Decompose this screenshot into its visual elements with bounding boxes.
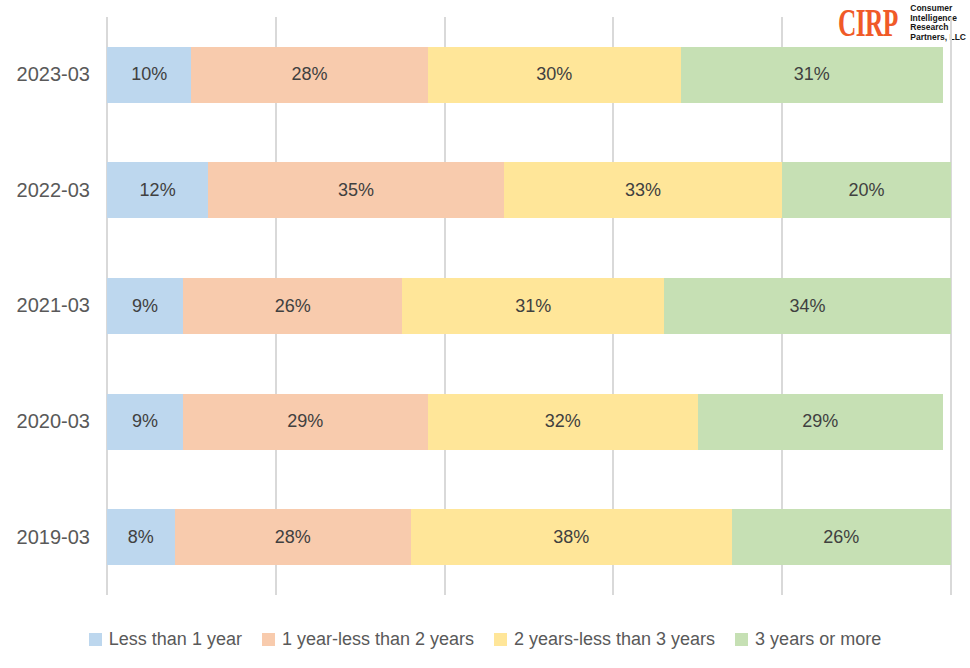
- bar-segment: 28%: [191, 47, 427, 103]
- data-label: 31%: [515, 296, 551, 317]
- legend-item: 3 years or more: [735, 629, 881, 650]
- category-label: 2023-03: [0, 17, 90, 133]
- data-label: 32%: [545, 411, 581, 432]
- legend-item: 2 years-less than 3 years: [494, 629, 715, 650]
- legend-swatch: [494, 633, 507, 646]
- legend-swatch: [262, 633, 275, 646]
- bar-segment: 12%: [107, 162, 208, 218]
- bar-segment: 31%: [681, 47, 943, 103]
- data-label: 30%: [536, 64, 572, 85]
- bar-segment: 8%: [107, 509, 175, 565]
- bar-row-2023-03: 10% 28% 30% 31%: [107, 47, 951, 103]
- bar-segment: 20%: [782, 162, 951, 218]
- legend-label: 1 year-less than 2 years: [282, 629, 474, 650]
- data-label: 9%: [132, 411, 158, 432]
- data-label: 33%: [625, 180, 661, 201]
- data-label: 26%: [275, 296, 311, 317]
- legend-swatch: [89, 633, 102, 646]
- bar-row-2022-03: 12% 35% 33% 20%: [107, 162, 951, 218]
- data-label: 29%: [802, 411, 838, 432]
- bar-segment: 34%: [664, 278, 951, 334]
- bar-segment: 32%: [428, 394, 698, 450]
- bar-segment: 29%: [183, 394, 428, 450]
- category-label: 2021-03: [0, 248, 90, 364]
- data-label: 20%: [849, 180, 885, 201]
- legend-label: 2 years-less than 3 years: [514, 629, 715, 650]
- category-label: 2022-03: [0, 133, 90, 249]
- data-label: 8%: [128, 527, 154, 548]
- y-axis-labels: 2023-032022-032021-032020-032019-03: [0, 17, 90, 595]
- legend-item: 1 year-less than 2 years: [262, 629, 474, 650]
- data-label: 26%: [823, 527, 859, 548]
- bar-segment: 29%: [698, 394, 943, 450]
- data-label: 28%: [292, 64, 328, 85]
- legend-swatch: [735, 633, 748, 646]
- bar-row-2019-03: 8% 28% 38% 26%: [107, 509, 951, 565]
- data-label: 35%: [338, 180, 374, 201]
- legend: Less than 1 year 1 year-less than 2 years…: [0, 622, 970, 656]
- category-label: 2020-03: [0, 364, 90, 480]
- data-label: 10%: [131, 64, 167, 85]
- legend-label: Less than 1 year: [109, 629, 242, 650]
- data-label: 12%: [140, 180, 176, 201]
- data-label: 29%: [287, 411, 323, 432]
- plot-area: 10% 28% 30% 31% 12% 35% 33% 20% 9% 26% 31% 34% 9% 29%…: [107, 17, 951, 595]
- bar-segment: 28%: [175, 509, 411, 565]
- bar-segment: 10%: [107, 47, 191, 103]
- bar-segment: 35%: [208, 162, 503, 218]
- legend-item: Less than 1 year: [89, 629, 242, 650]
- category-label: 2019-03: [0, 479, 90, 595]
- bar-row-2020-03: 9% 29% 32% 29%: [107, 394, 951, 450]
- bar-row-2021-03: 9% 26% 31% 34%: [107, 278, 951, 334]
- chart-canvas: CIRP Consumer Intelligence Research Part…: [0, 0, 970, 668]
- bar-segment: 33%: [504, 162, 783, 218]
- bar-segment: 38%: [411, 509, 732, 565]
- bar-segment: 30%: [428, 47, 681, 103]
- legend-label: 3 years or more: [755, 629, 881, 650]
- data-label: 28%: [275, 527, 311, 548]
- data-label: 38%: [553, 527, 589, 548]
- data-label: 9%: [132, 296, 158, 317]
- bar-segment: 9%: [107, 394, 183, 450]
- bar-segment: 31%: [402, 278, 664, 334]
- bar-segment: 26%: [183, 278, 402, 334]
- bar-segment: 9%: [107, 278, 183, 334]
- data-label: 34%: [789, 296, 825, 317]
- data-label: 31%: [794, 64, 830, 85]
- bar-segment: 26%: [732, 509, 951, 565]
